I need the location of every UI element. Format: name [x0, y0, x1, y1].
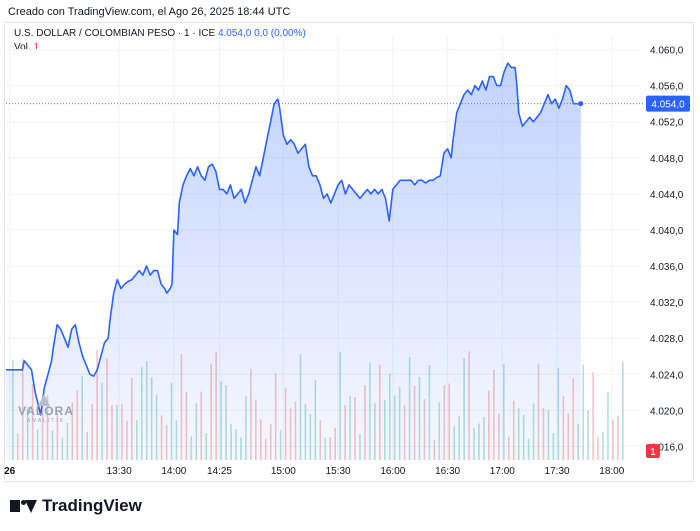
volume-bar	[592, 372, 594, 460]
volume-bar	[607, 391, 609, 460]
price-line	[6, 62, 581, 416]
valora-logo-icon	[38, 394, 50, 406]
volume-bar	[612, 419, 614, 460]
tradingview-logo-icon	[10, 498, 37, 514]
watermark-sub: ANALITIK	[26, 418, 66, 424]
volume-tag-bg	[646, 444, 660, 458]
x-tick-label: 15:30	[326, 466, 351, 477]
y-tick-label: 4.024,0	[650, 370, 684, 381]
volume-label: Vol.	[14, 42, 31, 53]
x-tick-label: 18:00	[599, 466, 624, 477]
y-tick-label: 4.020,0	[650, 406, 684, 417]
price-area	[6, 63, 581, 460]
price-tag-label: 4.054,0	[651, 100, 685, 111]
volume-tag-label: 1	[650, 447, 656, 458]
footer-brand-name: TradingView	[42, 496, 142, 515]
volume-bar	[597, 436, 599, 460]
x-tick-label: 16:30	[435, 466, 460, 477]
last-price-dot	[578, 101, 584, 107]
volume-bar	[582, 364, 584, 460]
created-by-text: Creado con TradingView.com, el Ago 26, 2…	[8, 6, 291, 18]
symbol-name: U.S. DOLLAR / COLOMBIAN PESO · 1 · ICE	[14, 28, 216, 39]
chart-frame	[4, 22, 694, 482]
x-tick-label: 14:00	[161, 466, 186, 477]
y-tick-label: 4.032,0	[650, 298, 684, 309]
last-value: 4.054,0	[217, 28, 252, 39]
valora-watermark: VALORA ANALITIK	[14, 404, 78, 424]
y-tick-label: 4.044,0	[650, 190, 684, 201]
y-tick-label: 4.040,0	[650, 226, 684, 237]
y-tick-label: 4.060,0	[650, 46, 684, 57]
volume-value: 1	[33, 42, 40, 53]
y-tick-label: 4.036,0	[650, 262, 684, 273]
x-tick-label: 26	[4, 466, 16, 477]
volume-bar	[587, 410, 589, 460]
volume-bar	[622, 361, 624, 460]
x-tick-label: 13:30	[107, 466, 132, 477]
price-tag-bg	[646, 95, 690, 112]
y-tick-label: 4.028,0	[650, 334, 684, 345]
x-tick-label: 17:00	[490, 466, 515, 477]
volume-bar	[617, 415, 619, 460]
x-tick-label: 14:25	[207, 466, 232, 477]
change-value: 0,0 (0,00%)	[254, 28, 306, 39]
watermark-brand: VALORA	[18, 404, 74, 418]
x-tick-label: 16:00	[380, 466, 405, 477]
footer-branding[interactable]: TradingView	[10, 496, 142, 516]
y-tick-label: 4.048,0	[650, 154, 684, 165]
y-tick-label: 4.052,0	[650, 118, 684, 129]
x-tick-label: 17:30	[545, 466, 570, 477]
series-legend[interactable]: U.S. DOLLAR / COLOMBIAN PESO · 1 · ICE 4…	[14, 28, 306, 39]
volume-bar	[602, 432, 604, 460]
y-tick-label: 4.056,0	[650, 82, 684, 93]
x-tick-label: 15:00	[271, 466, 296, 477]
y-tick-label: 4.016,0	[650, 442, 684, 453]
volume-legend[interactable]: Vol. 1	[14, 42, 39, 53]
